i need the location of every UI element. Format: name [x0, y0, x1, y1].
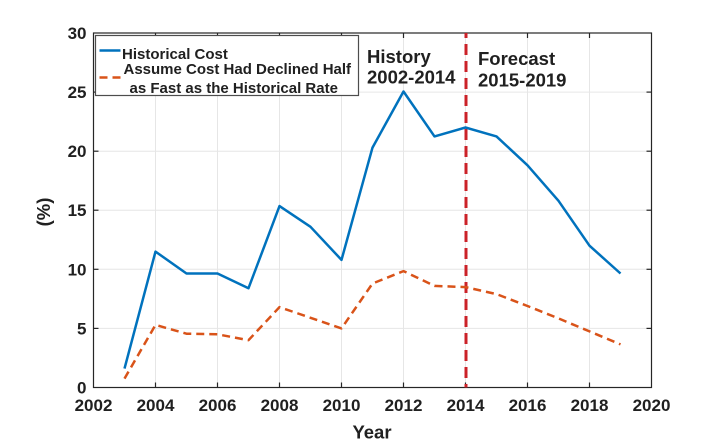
svg-text:0: 0 [77, 379, 86, 398]
svg-text:2012: 2012 [385, 396, 423, 415]
svg-text:2004: 2004 [137, 396, 175, 415]
svg-text:Assume Cost Had Declined Half: Assume Cost Had Declined Half [124, 61, 353, 78]
svg-text:Forecast: Forecast [478, 48, 555, 69]
svg-text:2014: 2014 [447, 396, 485, 415]
svg-text:History: History [367, 46, 431, 67]
svg-text:2002: 2002 [75, 396, 113, 415]
svg-text:2010: 2010 [323, 396, 361, 415]
svg-text:2002-2014: 2002-2014 [367, 67, 456, 88]
svg-text:2020: 2020 [633, 396, 671, 415]
svg-text:30: 30 [68, 24, 87, 43]
svg-text:15: 15 [68, 201, 87, 220]
svg-text:Year: Year [352, 422, 391, 443]
svg-text:2006: 2006 [199, 396, 237, 415]
svg-text:(%): (%) [33, 198, 54, 227]
svg-text:20: 20 [68, 142, 87, 161]
svg-text:2016: 2016 [509, 396, 547, 415]
svg-text:10: 10 [68, 260, 87, 279]
svg-text:25: 25 [68, 83, 87, 102]
svg-text:2015-2019: 2015-2019 [478, 70, 566, 91]
svg-text:5: 5 [77, 319, 86, 338]
svg-text:Historical Cost: Historical Cost [122, 46, 228, 63]
svg-text:as Fast as the Historical Rate: as Fast as the Historical Rate [130, 80, 338, 97]
svg-text:2008: 2008 [261, 396, 299, 415]
svg-text:2018: 2018 [571, 396, 609, 415]
